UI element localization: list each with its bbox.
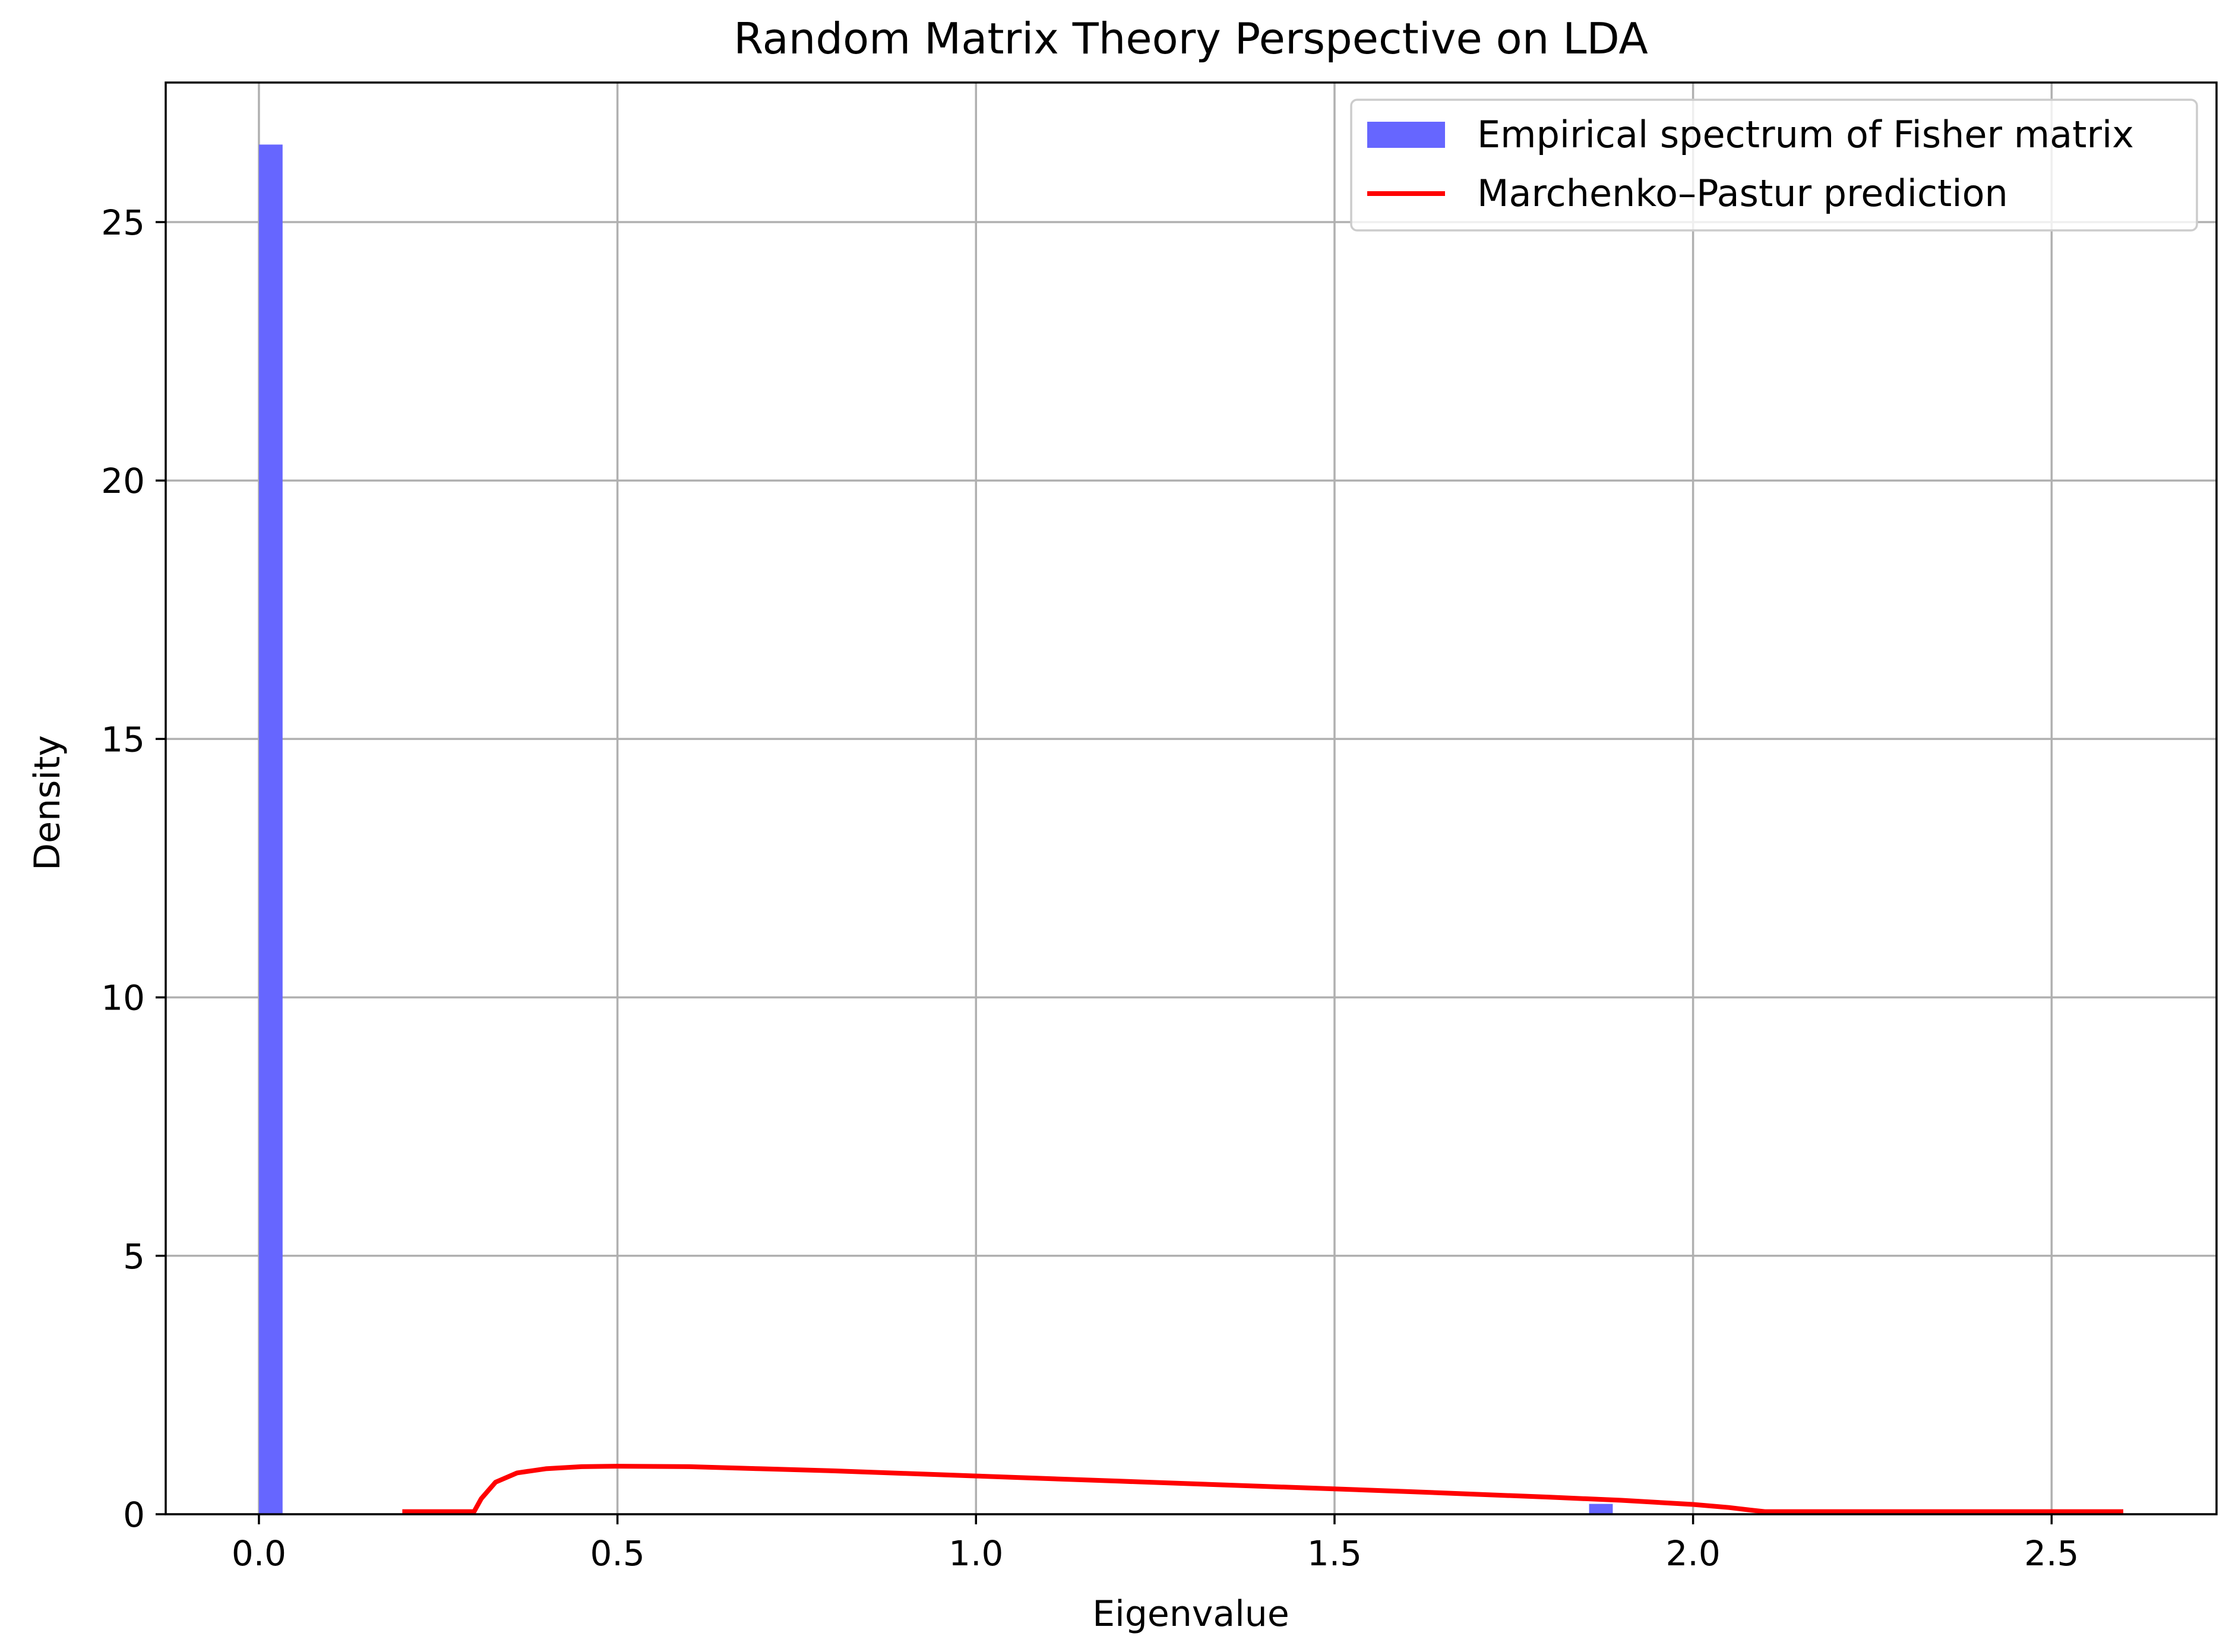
y-tick-label: 20 (101, 461, 145, 501)
x-tick-label: 1.0 (948, 1533, 1003, 1574)
y-tick-label: 10 (101, 978, 145, 1018)
histogram-bar (1589, 1504, 1613, 1514)
y-tick-label: 15 (101, 719, 145, 759)
x-tick-label: 2.5 (2024, 1533, 2079, 1574)
legend: Empirical spectrum of Fisher matrix Marc… (1350, 99, 2198, 232)
histogram-bar (258, 144, 283, 1514)
y-tick-label: 25 (101, 202, 145, 243)
marchenko-pastur-line (402, 1464, 2123, 1514)
legend-entry-line: Marchenko–Pastur prediction (1477, 172, 2008, 215)
y-axis-ticks: 0 5 10 15 20 25 (101, 202, 166, 1535)
histogram-bars (258, 144, 1613, 1514)
legend-entry-histogram: Empirical spectrum of Fisher matrix (1477, 113, 2134, 156)
line-series (402, 1464, 2123, 1514)
legend-swatch-histogram (1367, 122, 1445, 148)
y-tick-label: 0 (123, 1495, 145, 1535)
x-axis-label: Eigenvalue (1092, 1593, 1289, 1635)
x-tick-label: 0.5 (590, 1533, 645, 1574)
x-tick-label: 1.5 (1307, 1533, 1362, 1574)
x-axis-ticks: 0.0 0.5 1.0 1.5 2.0 2.5 (232, 1514, 2079, 1574)
chart-title: Random Matrix Theory Perspective on LDA (733, 14, 1648, 64)
x-tick-label: 2.0 (1666, 1533, 1721, 1574)
y-tick-label: 5 (123, 1236, 145, 1277)
grid (166, 83, 2217, 1515)
y-axis-label: Density (27, 735, 68, 871)
plot-frame (165, 81, 2218, 1515)
x-tick-label: 0.0 (232, 1533, 286, 1574)
legend-box (1350, 99, 2198, 232)
